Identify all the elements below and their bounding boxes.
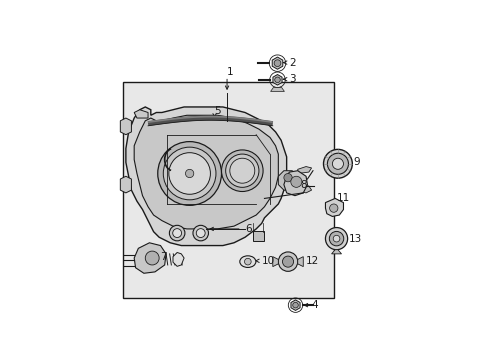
Polygon shape bbox=[120, 176, 131, 193]
Circle shape bbox=[145, 251, 159, 265]
Bar bbox=[123, 82, 333, 298]
Circle shape bbox=[185, 169, 193, 177]
Text: 13: 13 bbox=[348, 234, 362, 244]
Text: 11: 11 bbox=[336, 193, 349, 203]
Circle shape bbox=[323, 149, 352, 178]
Polygon shape bbox=[297, 167, 311, 174]
Polygon shape bbox=[270, 87, 284, 91]
Circle shape bbox=[193, 225, 208, 241]
Circle shape bbox=[282, 256, 293, 267]
Circle shape bbox=[168, 153, 210, 194]
Circle shape bbox=[225, 154, 259, 187]
Text: 8: 8 bbox=[300, 180, 306, 190]
Circle shape bbox=[274, 60, 280, 67]
Circle shape bbox=[327, 153, 348, 174]
Polygon shape bbox=[331, 250, 341, 254]
Polygon shape bbox=[297, 257, 303, 267]
Polygon shape bbox=[297, 185, 311, 193]
Polygon shape bbox=[272, 75, 282, 85]
Circle shape bbox=[284, 174, 292, 182]
Polygon shape bbox=[125, 107, 286, 246]
Circle shape bbox=[163, 147, 216, 200]
Circle shape bbox=[244, 258, 251, 265]
Circle shape bbox=[290, 176, 301, 187]
Text: 7: 7 bbox=[160, 252, 167, 262]
Circle shape bbox=[196, 229, 205, 238]
Text: 12: 12 bbox=[305, 256, 319, 266]
Circle shape bbox=[278, 252, 297, 271]
Polygon shape bbox=[272, 57, 282, 69]
Circle shape bbox=[169, 225, 184, 241]
Text: 3: 3 bbox=[289, 74, 295, 84]
Circle shape bbox=[292, 302, 298, 308]
Text: 4: 4 bbox=[311, 300, 318, 310]
Polygon shape bbox=[284, 171, 307, 195]
Polygon shape bbox=[290, 300, 300, 310]
Text: 1: 1 bbox=[226, 67, 233, 77]
Ellipse shape bbox=[239, 256, 255, 267]
Circle shape bbox=[332, 158, 343, 169]
Circle shape bbox=[274, 77, 280, 82]
Polygon shape bbox=[120, 118, 131, 135]
Polygon shape bbox=[134, 115, 278, 229]
Polygon shape bbox=[134, 110, 148, 118]
FancyBboxPatch shape bbox=[252, 231, 263, 240]
Circle shape bbox=[158, 141, 221, 205]
Polygon shape bbox=[134, 243, 166, 273]
Text: 6: 6 bbox=[244, 224, 251, 234]
Polygon shape bbox=[325, 198, 343, 216]
Circle shape bbox=[329, 204, 337, 212]
Circle shape bbox=[325, 228, 347, 250]
Polygon shape bbox=[278, 171, 297, 190]
Text: 5: 5 bbox=[214, 106, 221, 116]
Circle shape bbox=[221, 150, 263, 192]
Polygon shape bbox=[272, 257, 278, 267]
Circle shape bbox=[172, 229, 181, 238]
Circle shape bbox=[229, 158, 254, 183]
Circle shape bbox=[328, 231, 343, 246]
Circle shape bbox=[332, 235, 339, 242]
Polygon shape bbox=[173, 252, 183, 266]
Text: 10: 10 bbox=[261, 256, 274, 266]
Text: 2: 2 bbox=[289, 58, 295, 68]
Text: 9: 9 bbox=[352, 157, 359, 167]
